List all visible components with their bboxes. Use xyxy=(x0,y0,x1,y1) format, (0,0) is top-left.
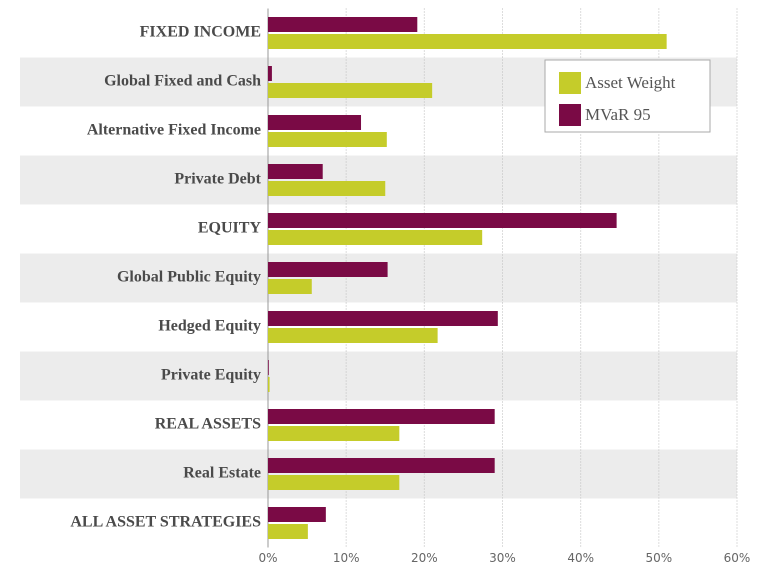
category-label: Real Estate xyxy=(183,465,261,482)
bar xyxy=(268,181,386,196)
bar xyxy=(268,115,362,130)
bar xyxy=(268,475,400,490)
legend-label: Asset Weight xyxy=(585,73,676,92)
bar xyxy=(268,262,388,277)
x-tick-label: 30% xyxy=(489,551,516,565)
bar xyxy=(268,524,308,539)
legend-swatch xyxy=(559,104,581,126)
bar xyxy=(268,279,312,294)
bar xyxy=(268,34,667,49)
bar xyxy=(268,328,438,343)
x-tick-label: 0% xyxy=(258,551,277,565)
legend-swatch xyxy=(559,72,581,94)
row-band xyxy=(20,253,737,303)
x-tick-label: 50% xyxy=(645,551,672,565)
legend-label: MVaR 95 xyxy=(585,105,651,124)
bar xyxy=(268,83,433,98)
category-label: EQUITY xyxy=(198,220,262,237)
bar xyxy=(268,409,495,424)
bar xyxy=(268,458,495,473)
x-tick-label: 10% xyxy=(333,551,360,565)
category-label: Private Equity xyxy=(161,367,261,384)
row-band xyxy=(20,351,737,401)
bar xyxy=(268,66,272,81)
category-label: Global Public Equity xyxy=(117,269,261,286)
bar xyxy=(268,17,418,32)
category-label: FIXED INCOME xyxy=(140,24,261,41)
bar xyxy=(268,507,326,522)
category-label: Global Fixed and Cash xyxy=(104,73,261,90)
row-band xyxy=(20,155,737,205)
x-tick-label: 20% xyxy=(411,551,438,565)
category-label: Private Debt xyxy=(174,171,261,188)
bar xyxy=(268,311,498,326)
row-band xyxy=(20,449,737,499)
bar xyxy=(268,230,483,245)
bar xyxy=(268,132,387,147)
category-label: ALL ASSET STRATEGIES xyxy=(70,514,261,531)
bar xyxy=(268,377,270,392)
bar xyxy=(268,426,400,441)
category-label: Hedged Equity xyxy=(158,318,261,335)
x-tick-label: 60% xyxy=(724,551,751,565)
bar xyxy=(268,213,617,228)
bar xyxy=(268,164,323,179)
bar xyxy=(268,360,269,375)
category-label: Alternative Fixed Income xyxy=(87,122,261,139)
legend: Asset Weight MVaR 95 xyxy=(544,59,711,133)
x-tick-label: 40% xyxy=(567,551,594,565)
category-label: REAL ASSETS xyxy=(155,416,261,433)
